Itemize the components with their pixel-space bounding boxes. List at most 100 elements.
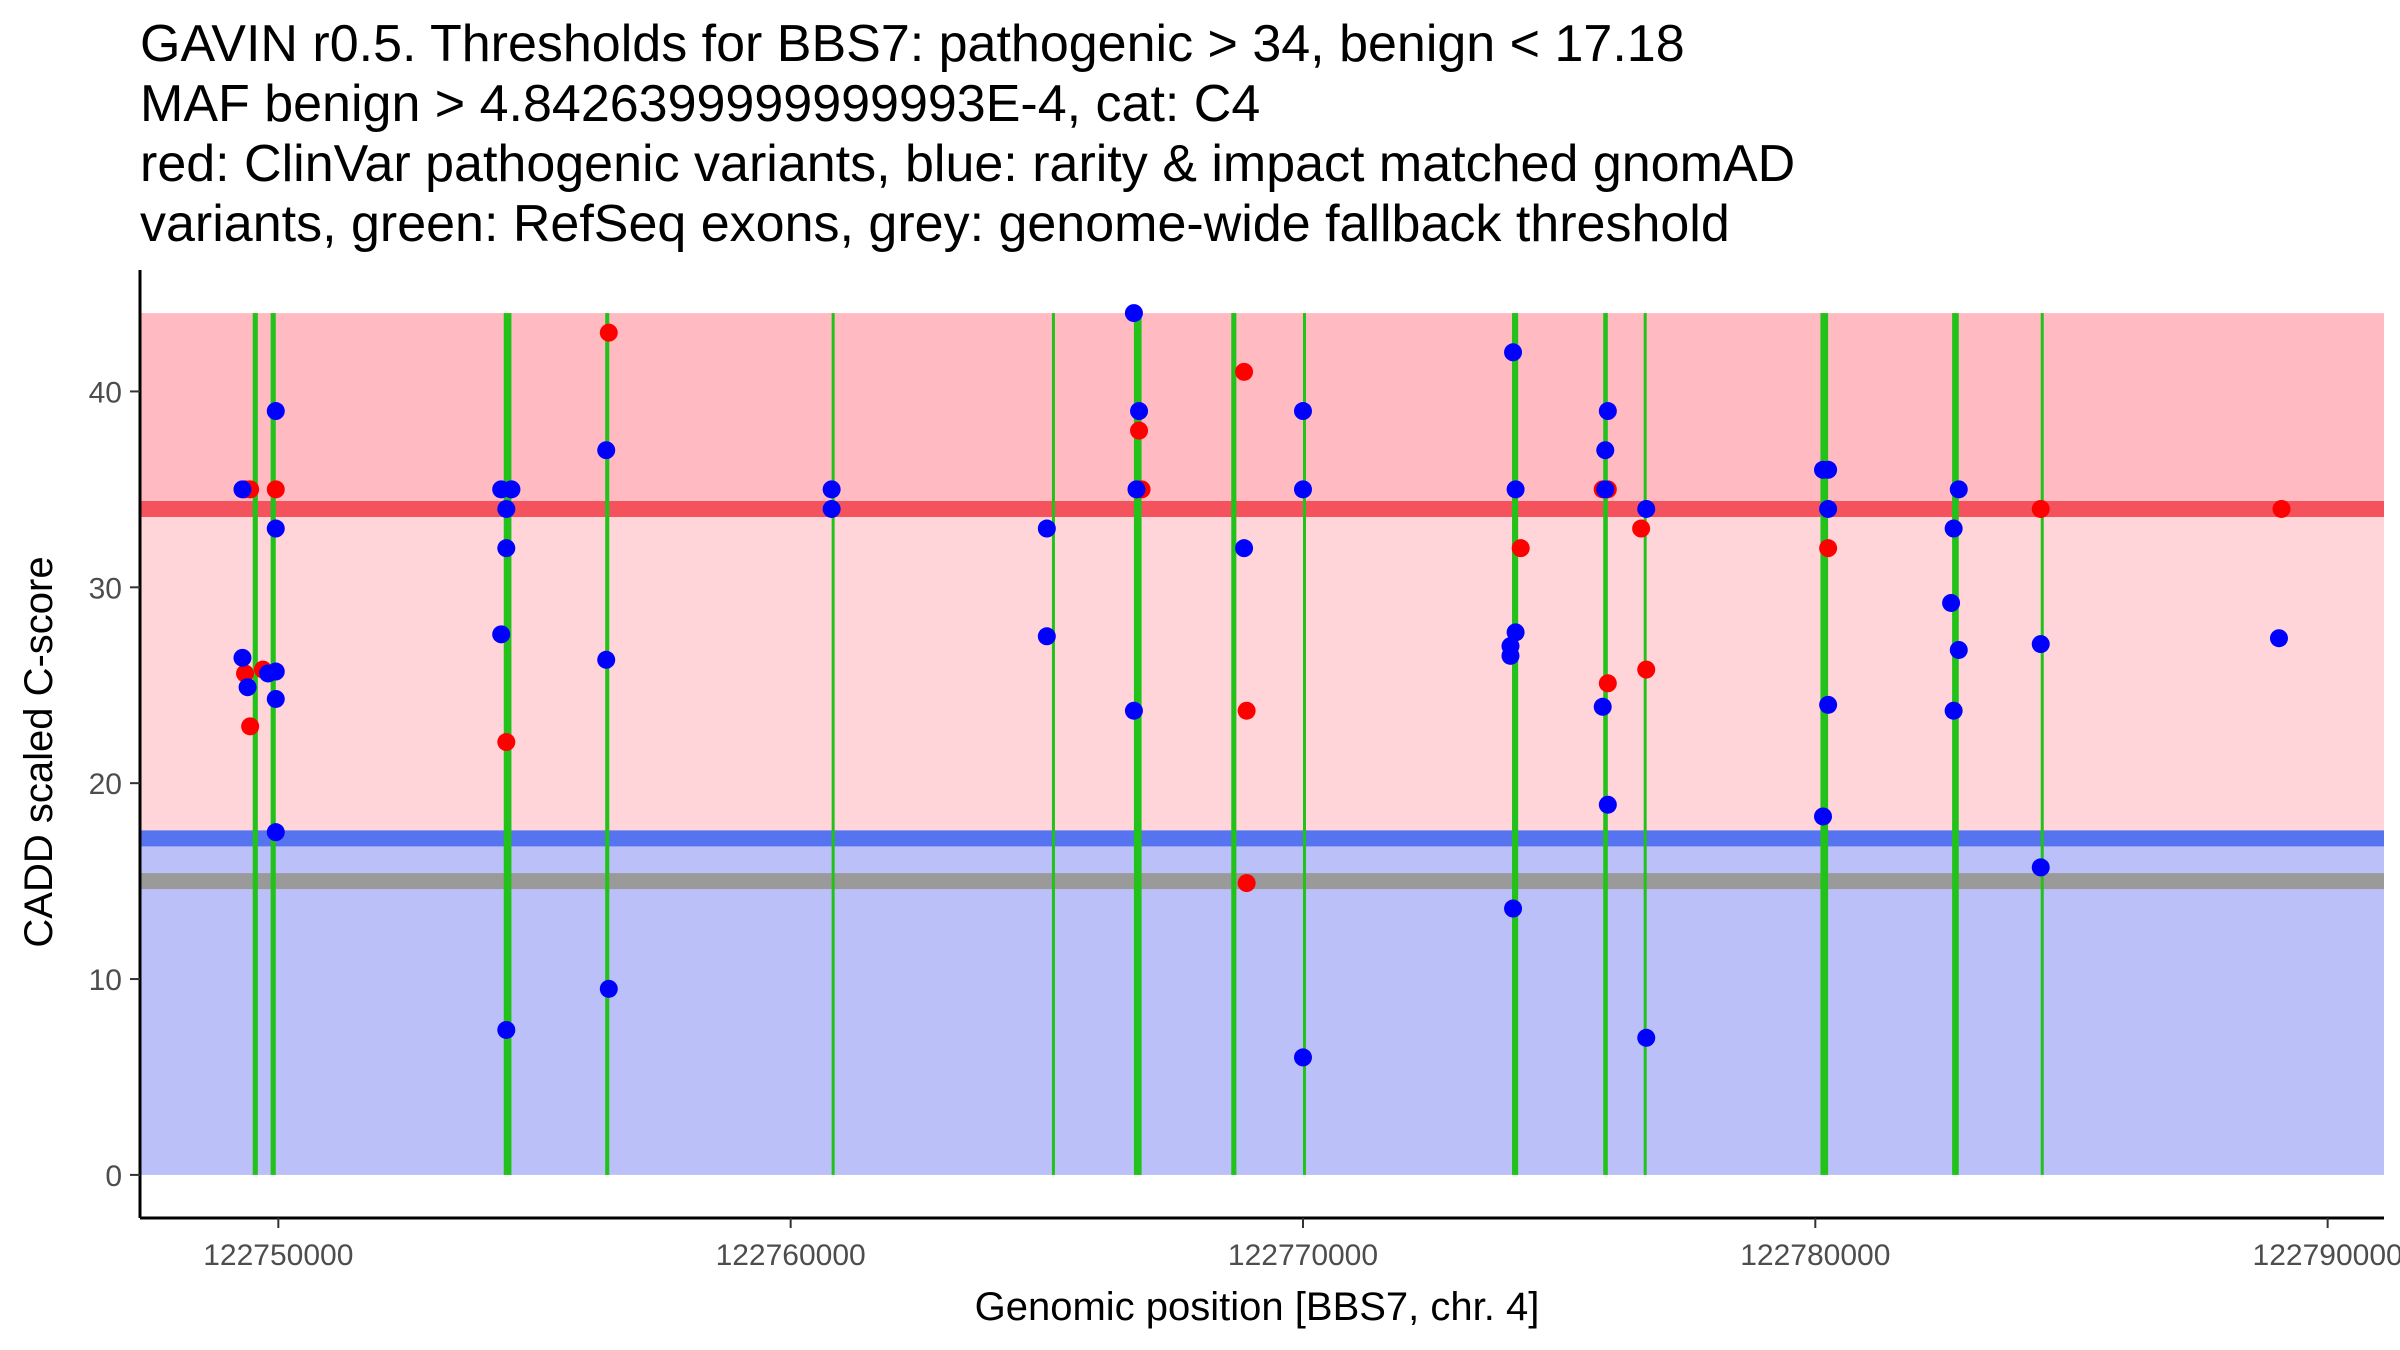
benign-variant-point xyxy=(1293,402,1312,421)
pathogenic-variant-point xyxy=(241,717,260,736)
benign-variant-point xyxy=(597,650,616,669)
pathogenic-variant-point xyxy=(236,664,255,683)
x-tick-label: 122760000 xyxy=(716,1239,866,1272)
benign-variant-point xyxy=(233,648,252,667)
benign-variant-point xyxy=(599,979,618,998)
benign-variant-point xyxy=(1293,480,1312,499)
exon-line xyxy=(1231,313,1237,1175)
pathogenic-variant-point xyxy=(1511,539,1530,558)
benign-variant-point xyxy=(597,441,616,460)
benign-variant-point xyxy=(2031,635,2050,654)
pathogenic-variant-point xyxy=(1598,674,1617,693)
pathogenic-variant-point xyxy=(599,323,618,342)
benign-variant-point xyxy=(1944,701,1963,720)
variant-points xyxy=(233,304,2291,1067)
benign-variant-point xyxy=(1949,640,1968,659)
benign-variant-point xyxy=(1504,343,1523,362)
pathogenic-variant-point xyxy=(1819,539,1838,558)
benign-variant-point xyxy=(238,678,257,697)
benign-variant-point xyxy=(1235,539,1254,558)
benign-variant-point xyxy=(1819,499,1838,518)
x-tick-label: 122750000 xyxy=(203,1239,353,1272)
exon-line xyxy=(270,313,276,1175)
x-tick-label: 122780000 xyxy=(1740,1239,1890,1272)
threshold-zones xyxy=(140,313,2384,1175)
benign-variant-point xyxy=(1949,480,1968,499)
exon-line xyxy=(252,313,258,1175)
pathogenic-variant-point xyxy=(2272,499,2291,518)
chart-title-line-1: GAVIN r0.5. Thresholds for BBS7: pathoge… xyxy=(140,15,1685,73)
benign-variant-point xyxy=(233,480,252,499)
exon-line xyxy=(1952,313,1959,1175)
benign-zone xyxy=(140,838,2384,1175)
y-tick-label: 10 xyxy=(89,964,122,997)
benign-variant-point xyxy=(1037,627,1056,646)
exon-line xyxy=(2040,313,2044,1175)
benign-variant-point xyxy=(1124,304,1143,323)
pathogenic-variant-point xyxy=(1632,519,1651,538)
exon-line xyxy=(1643,313,1647,1175)
benign-variant-point xyxy=(1598,402,1617,421)
exon-line xyxy=(1133,313,1142,1175)
benign-variant-point xyxy=(1037,519,1056,538)
x-axis-title: Genomic position [BBS7, chr. 4] xyxy=(975,1285,1540,1329)
benign-variant-point xyxy=(1596,441,1615,460)
benign-variant-point xyxy=(266,662,285,681)
y-axis-title: CADD scaled C-score xyxy=(17,556,61,947)
y-tick-label: 30 xyxy=(89,572,122,605)
chart-title-line-2: MAF benign > 4.8426399999999993E-4, cat:… xyxy=(140,75,1261,133)
benign-variant-point xyxy=(266,823,285,842)
benign-variant-point xyxy=(1637,1028,1656,1047)
benign-variant-point xyxy=(2269,629,2288,648)
pathogenic-variant-point xyxy=(1637,660,1656,679)
x-tick-label: 122790000 xyxy=(2253,1239,2400,1272)
pathogenic-variant-point xyxy=(266,480,285,499)
benign-variant-point xyxy=(497,1020,516,1039)
exon-line xyxy=(1051,313,1055,1175)
benign-variant-point xyxy=(266,519,285,538)
exon-line xyxy=(605,313,610,1175)
y-tick-label: 40 xyxy=(89,376,122,409)
chart-title-line-4: variants, green: RefSeq exons, grey: gen… xyxy=(140,195,1730,253)
benign-variant-point xyxy=(1293,1048,1312,1067)
benign-variant-point xyxy=(1944,519,1963,538)
benign-variant-point xyxy=(2031,858,2050,877)
benign-variant-point xyxy=(1593,697,1612,716)
pathogenic-variant-point xyxy=(2031,499,2050,518)
pathogenic-variant-point xyxy=(1237,874,1256,893)
pathogenic-variant-point xyxy=(497,733,516,752)
y-tick-label: 0 xyxy=(105,1160,122,1193)
axis-ticks: 122750000 122760000 122770000 122780000 1227… xyxy=(89,376,2400,1272)
benign-variant-point xyxy=(1598,795,1617,814)
exon-line xyxy=(1820,313,1829,1175)
exon-line xyxy=(831,313,835,1175)
y-tick-label: 20 xyxy=(89,768,122,801)
pathogenic-variant-point xyxy=(1130,421,1149,440)
benign-variant-point xyxy=(1942,593,1961,612)
benign-variant-point xyxy=(1814,807,1832,826)
benign-variant-point xyxy=(1506,623,1525,642)
benign-variant-point xyxy=(266,689,285,708)
pathogenic-variant-point xyxy=(1237,701,1256,720)
benign-variant-point xyxy=(266,402,285,421)
pathogenic-lower-zone xyxy=(140,508,2384,839)
benign-variant-point xyxy=(822,480,841,499)
benign-variant-point xyxy=(497,539,516,558)
chart-title: GAVIN r0.5. Thresholds for BBS7: pathoge… xyxy=(140,14,1795,254)
benign-variant-point xyxy=(1501,646,1520,665)
benign-variant-point xyxy=(1819,460,1838,479)
pathogenic-upper-zone xyxy=(140,313,2384,509)
chart-title-line-3: red: ClinVar pathogenic variants, blue: … xyxy=(140,135,1796,193)
benign-variant-point xyxy=(1506,480,1525,499)
benign-variant-point xyxy=(497,499,516,518)
benign-variant-point xyxy=(1124,701,1143,720)
benign-variant-point xyxy=(1596,480,1615,499)
benign-variant-point xyxy=(1130,402,1149,421)
exon-line xyxy=(1512,313,1519,1175)
benign-variant-point xyxy=(502,480,521,499)
benign-variant-point xyxy=(822,499,841,518)
exon-line xyxy=(1603,313,1608,1175)
benign-variant-point xyxy=(1637,499,1656,518)
exon-line xyxy=(1302,313,1306,1175)
